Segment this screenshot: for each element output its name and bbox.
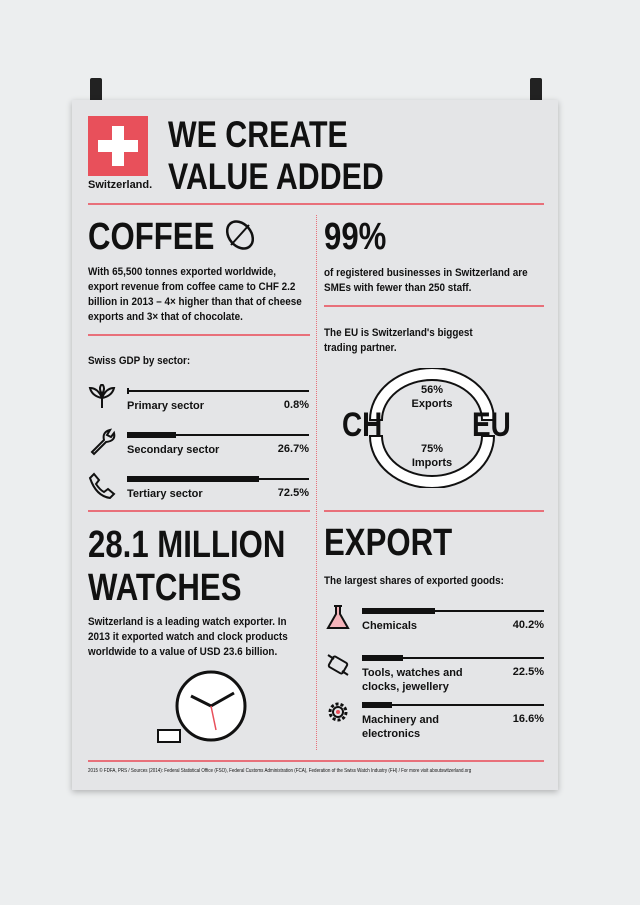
wrench-icon (90, 428, 116, 456)
eu-text: The EU is Switzerland's biggest trading … (324, 327, 473, 354)
page-title: WE CREATE VALUE ADDED (168, 114, 384, 197)
export-value: 22.5% (512, 666, 544, 678)
gdp-value: 0.8% (283, 399, 309, 411)
gdp-label: Primary sector (127, 400, 205, 412)
watch-clock-icon (157, 670, 247, 743)
coffee-bean-icon (225, 220, 255, 250)
phone-icon (88, 472, 116, 500)
gdp-bar (127, 388, 309, 394)
gdp-label: Secondary sector (127, 444, 220, 456)
ch-label: CH (342, 406, 383, 444)
sme-heading: 99% (324, 216, 387, 258)
flask-icon (326, 605, 350, 629)
plant-icon (88, 384, 116, 408)
coffee-text: With 65,500 tonnes exported worldwide, e… (88, 266, 302, 323)
gdp-bar (127, 476, 309, 482)
logo-text: Switzerland. (88, 179, 153, 191)
export-bar (362, 655, 544, 661)
watches-heading: 28.1 MILLION WATCHES (88, 524, 286, 609)
gdp-value: 26.7% (277, 443, 309, 455)
gdp-value: 72.5% (277, 487, 309, 499)
gdp-heading: Swiss GDP by sector: (88, 355, 191, 367)
gdp-bar (127, 432, 309, 438)
export-subheading: The largest shares of exported goods: (324, 575, 504, 587)
footer-credits: 2015 © FDFA, PRS / Sources (2014): Feder… (88, 768, 472, 774)
coffee-heading: COFFEE (88, 216, 215, 258)
gear-icon (328, 702, 348, 722)
export-label: Machinery and electronics (362, 714, 440, 740)
binder-clip-left (90, 78, 102, 104)
export-value: 40.2% (512, 619, 544, 631)
trade-cycle-arrows (368, 368, 496, 488)
watches-text: Switzerland is a leading watch exporter.… (88, 616, 288, 658)
export-heading: EXPORT (324, 522, 453, 564)
swiss-flag-logo (88, 116, 148, 176)
export-bar (362, 702, 544, 708)
export-value: 16.6% (512, 713, 544, 725)
poster: Switzerland. WE CREATE VALUE ADDED COFFEE… (72, 100, 558, 790)
export-label: Tools, watches and clocks, jewellery (362, 667, 463, 693)
exports-label: Exports (411, 398, 453, 410)
gdp-label: Tertiary sector (127, 488, 203, 500)
sme-text: of registered businesses in Switzerland … (324, 267, 528, 294)
export-label: Chemicals (362, 620, 418, 632)
imports-label: Imports (411, 457, 453, 469)
eu-label: EU (472, 406, 511, 444)
binder-clip-right (530, 78, 542, 104)
watch-icon (327, 654, 349, 676)
export-bar (362, 608, 544, 614)
exports-value: 56% (420, 384, 444, 396)
column-divider (316, 215, 317, 750)
imports-value: 75% (420, 443, 444, 455)
